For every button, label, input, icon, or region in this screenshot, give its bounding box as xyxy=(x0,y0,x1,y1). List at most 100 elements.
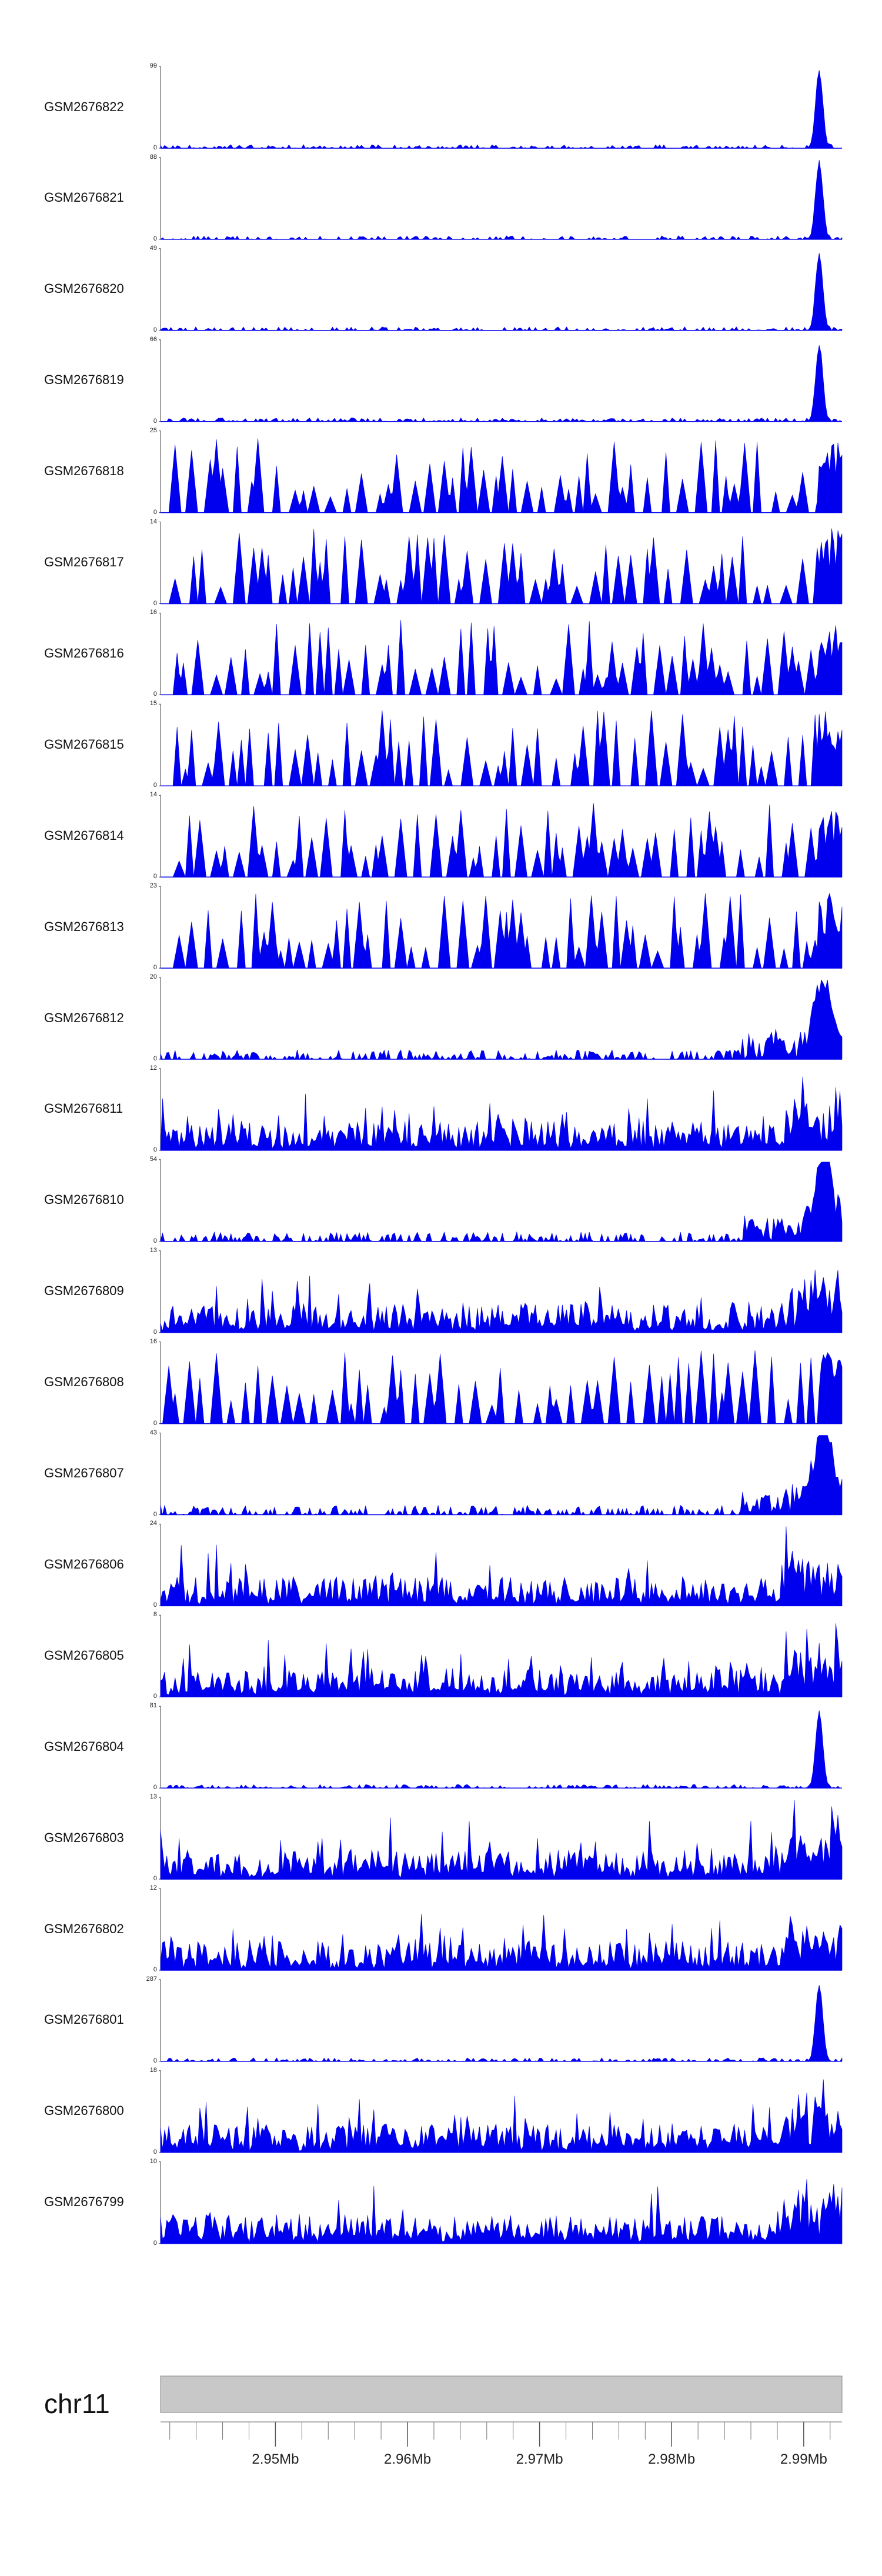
y-max-tick-label: 12 xyxy=(149,1884,157,1891)
track-y-axis xyxy=(159,2161,161,2244)
track-y-axis xyxy=(159,1433,161,1515)
y-max-tick-label: 8 xyxy=(153,1611,157,1619)
coverage-area-GSM2676821 xyxy=(160,159,843,240)
y-max-tick-label: 43 xyxy=(149,1429,157,1436)
track-y-axis xyxy=(159,795,161,877)
track-label: GSM2676822 xyxy=(44,99,124,114)
track-label: GSM2676799 xyxy=(44,2194,124,2210)
y-max-tick-label: 16 xyxy=(149,1337,157,1345)
y-max-tick-label: 14 xyxy=(149,791,157,799)
coverage-area-GSM2676804 xyxy=(161,1710,842,1788)
track-label: GSM2676817 xyxy=(44,555,124,569)
coverage-area-GSM2676801 xyxy=(161,1985,843,2062)
track-y-axis xyxy=(159,1888,161,1971)
coverage-area-GSM2676807 xyxy=(160,1435,843,1516)
track-GSM2676820 xyxy=(159,248,843,331)
coverage-area-GSM2676800 xyxy=(160,2079,843,2153)
track-y-axis xyxy=(159,1706,161,1788)
y-min-tick-label: 0 xyxy=(153,508,157,516)
y-max-tick-label: 54 xyxy=(149,1155,157,1163)
track-y-axis xyxy=(159,2070,161,2153)
coverage-area-GSM2676816 xyxy=(161,620,843,696)
track-GSM2676821 xyxy=(159,157,843,240)
track-GSM2676808 xyxy=(159,1342,843,1424)
chromosome-label: chr11 xyxy=(44,2388,110,2419)
x-axis-tick-label: 2.96Mb xyxy=(383,2451,432,2467)
chromosome-ideogram xyxy=(160,2375,843,2413)
coverage-area-GSM2676810 xyxy=(160,1162,843,1242)
track-label: GSM2676820 xyxy=(44,281,124,296)
track-GSM2676822 xyxy=(159,66,842,149)
track-label: GSM2676807 xyxy=(44,1466,124,1480)
track-GSM2676811 xyxy=(159,1068,843,1151)
track-y-axis xyxy=(159,431,161,513)
coverage-area-GSM2676805 xyxy=(160,1623,843,1697)
track-label: GSM2676813 xyxy=(44,919,124,934)
y-min-tick-label: 0 xyxy=(153,1601,157,1609)
track-y-axis xyxy=(159,248,161,331)
coverage-area-GSM2676822 xyxy=(160,70,842,149)
y-max-tick-label: 49 xyxy=(149,244,157,252)
track-label: GSM2676803 xyxy=(44,1830,124,1845)
y-min-tick-label: 0 xyxy=(153,1784,157,1791)
y-min-tick-label: 0 xyxy=(153,1510,157,1518)
y-min-tick-label: 0 xyxy=(153,964,157,972)
coverage-area-GSM2676808 xyxy=(161,1350,843,1424)
y-min-tick-label: 0 xyxy=(153,1055,157,1062)
coverage-area-GSM2676814 xyxy=(161,803,843,877)
track-GSM2676810 xyxy=(159,1159,843,1242)
track-GSM2676813 xyxy=(159,886,843,969)
track-label: GSM2676818 xyxy=(44,463,124,479)
y-max-tick-label: 66 xyxy=(149,335,157,343)
x-axis-tick-label: 2.95Mb xyxy=(252,2451,299,2467)
track-label: GSM2676801 xyxy=(44,2012,124,2027)
coverage-area-GSM2676813 xyxy=(161,892,843,969)
track-y-axis xyxy=(159,703,161,786)
track-label: GSM2676814 xyxy=(44,827,124,843)
track-y-axis xyxy=(159,886,161,969)
y-max-tick-label: 13 xyxy=(149,1246,157,1254)
track-y-axis xyxy=(159,977,161,1060)
track-y-axis xyxy=(159,1523,161,1606)
track-GSM2676818 xyxy=(159,431,843,513)
track-label: GSM2676819 xyxy=(44,372,124,388)
track-GSM2676812 xyxy=(159,977,843,1060)
y-min-tick-label: 0 xyxy=(153,1237,157,1244)
y-min-tick-label: 0 xyxy=(153,1328,157,1336)
track-GSM2676803 xyxy=(159,1797,843,1880)
track-GSM2676805 xyxy=(159,1614,843,1698)
y-max-tick-label: 81 xyxy=(149,1702,157,1710)
track-GSM2676817 xyxy=(159,522,843,605)
y-min-tick-label: 0 xyxy=(153,2239,157,2247)
x-axis-tick-label: 2.97Mb xyxy=(516,2451,563,2467)
y-min-tick-label: 0 xyxy=(153,1875,157,1883)
track-y-axis xyxy=(159,157,161,240)
y-min-tick-label: 0 xyxy=(153,235,157,242)
y-max-tick-label: 14 xyxy=(149,518,157,525)
y-max-tick-label: 88 xyxy=(149,153,157,161)
track-y-axis xyxy=(159,1797,161,1880)
y-max-tick-label: 12 xyxy=(149,1064,157,1072)
track-y-axis xyxy=(159,522,161,604)
track-label: GSM2676804 xyxy=(44,1739,124,1754)
y-max-tick-label: 25 xyxy=(149,426,157,434)
track-label: GSM2676812 xyxy=(44,1010,124,1025)
track-GSM2676806 xyxy=(159,1523,843,1607)
y-max-tick-label: 18 xyxy=(149,2066,157,2074)
track-label: GSM2676808 xyxy=(44,1374,124,1390)
track-y-axis xyxy=(159,1342,161,1424)
track-label: GSM2676806 xyxy=(44,1556,124,1571)
track-label: GSM2676821 xyxy=(44,190,124,205)
y-min-tick-label: 0 xyxy=(153,2057,157,2064)
coverage-area-GSM2676820 xyxy=(160,253,843,331)
track-GSM2676801 xyxy=(159,1979,843,2062)
y-max-tick-label: 24 xyxy=(149,1520,157,1527)
track-y-axis xyxy=(159,1614,161,1697)
y-max-tick-label: 13 xyxy=(149,1793,157,1801)
track-y-axis xyxy=(159,1250,161,1333)
y-min-tick-label: 0 xyxy=(153,326,157,333)
track-GSM2676809 xyxy=(159,1250,843,1333)
coverage-area-GSM2676799 xyxy=(160,2178,843,2244)
y-min-tick-label: 0 xyxy=(153,690,157,698)
track-label: GSM2676810 xyxy=(44,1192,124,1207)
